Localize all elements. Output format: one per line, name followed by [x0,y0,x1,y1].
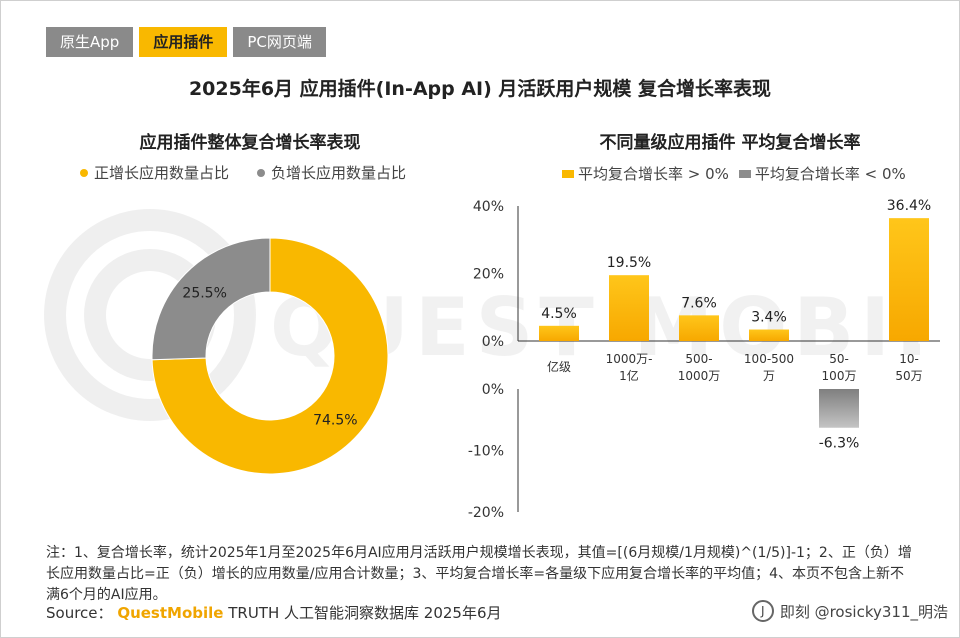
legend-bar-positive-label: 平均复合增长率 > 0% [578,165,729,183]
legend-bar-positive-marker [562,169,574,178]
source-prefix: Source： [46,604,113,622]
footnote: 注：1、复合增长率，统计2025年1月至2025年6月AI应用月活跃用户规模增长… [46,545,912,603]
x-tick-label: 1000万 [678,369,721,383]
bar-chart: 40% 20% 0% 0% -10% -20% 4.5% 亿级 19.5% 1000万- 1亿 7.6… [468,198,940,521]
jike-icon: J [751,600,774,622]
source-suffix: TRUTH 人工智能洞察数据库 2025年6月 [228,604,502,622]
x-tick-label: 10- [899,352,919,366]
credit-text: 即刻 @rosicky311_明浩 [779,602,948,621]
source-brand: QuestMobile [117,604,224,622]
bar [819,389,859,428]
x-tick-label: 1000万- [606,352,653,366]
x-tick-label: 万 [763,369,775,383]
donut-label-positive: 74.5% [313,412,357,428]
bar-legend: 平均复合增长率 > 0% 平均复合增长率 < 0% [562,163,906,184]
y-tick-positive: 40% [473,199,504,215]
bar-chart-title: 不同量级应用插件 平均复合增长率 [599,133,861,153]
bar-value-label: 7.6% [681,295,717,311]
legend-positive-marker [80,168,88,177]
donut-label-negative: 25.5% [182,286,226,302]
bar [679,315,719,341]
x-tick-label: 50- [829,352,849,366]
legend-positive-label: 正增长应用数量占比 [94,164,230,182]
bar [749,329,789,341]
tab-bar: 原生App 应用插件 PC网页端 [46,27,326,57]
y-tick-positive: 20% [473,267,504,283]
bar [889,218,929,341]
x-tick-label: 亿级 [547,359,571,374]
y-tick-negative: -20% [468,505,504,521]
x-tick-label: 500- [685,352,712,366]
bar [539,325,579,341]
donut-chart-title: 应用插件整体复合增长率表现 [139,133,361,153]
legend-bar-negative-marker [738,169,751,178]
x-tick-label: 1亿 [619,368,639,383]
bar-value-label: 3.4% [751,310,787,326]
page-title: 2025年6月 应用插件(In-App AI) 月活跃用户规模 复合增长率表现 [188,78,772,100]
legend-negative-marker [257,168,266,177]
credit: J 即刻 @rosicky311_明浩 [751,600,948,622]
tab-app-plugin[interactable]: 应用插件 [139,27,228,57]
donut-chart: 74.5% 25.5% [151,237,389,475]
bar-value-label: 19.5% [607,255,651,271]
y-tick-negative: 0% [482,382,504,398]
bar [609,275,649,341]
tab-native-app[interactable]: 原生App [46,27,134,57]
donut-legend: 正增长应用数量占比 负增长应用数量占比 [80,162,406,183]
legend-negative-label: 负增长应用数量占比 [271,164,407,182]
y-tick-positive: 0% [482,334,504,350]
bar-value-label: -6.3% [819,436,860,452]
x-tick-label: 100-500 [744,352,794,366]
x-tick-label: 50万 [895,369,922,383]
bar-value-label: 36.4% [887,198,931,214]
source-line: Source： QuestMobile TRUTH 人工智能洞察数据库 2025… [46,602,502,623]
bar-value-label: 4.5% [541,306,577,322]
donut-slice-negative [151,237,271,361]
legend-bar-negative-label: 平均复合增长率 < 0% [754,165,906,183]
x-tick-label: 100万 [822,369,857,383]
tab-pc-web[interactable]: PC网页端 [233,27,326,57]
donut-slice-positive [151,237,389,475]
y-tick-negative: -10% [468,444,504,460]
